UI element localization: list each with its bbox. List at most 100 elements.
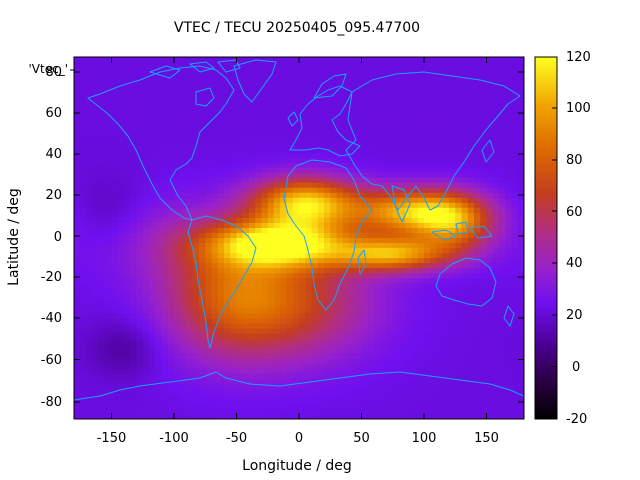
heatmap-cell (417, 112, 425, 118)
heatmap-cell (436, 92, 444, 98)
heatmap-cell (467, 172, 475, 179)
heatmap-cell (236, 303, 244, 309)
heatmap-cell (430, 202, 438, 209)
heatmap-cell (205, 227, 213, 234)
heatmap-cell (417, 87, 425, 93)
heatmap-cell (224, 243, 231, 249)
heatmap-cell (174, 278, 181, 284)
heatmap-cell (205, 308, 213, 315)
heatmap-cell (86, 102, 94, 108)
heatmap-cell (505, 67, 513, 73)
heatmap-cell (436, 87, 444, 93)
heatmap-cell (336, 67, 344, 73)
heatmap-cell (155, 398, 163, 405)
heatmap-cell (405, 187, 413, 194)
heatmap-cell (217, 263, 225, 269)
heatmap-cell (486, 298, 494, 304)
heatmap-cell (517, 273, 524, 279)
heatmap-cell (99, 243, 106, 249)
heatmap-cell (192, 313, 200, 320)
heatmap-cell (336, 177, 344, 184)
heatmap-cell (499, 177, 506, 184)
heatmap-cell (349, 338, 356, 345)
heatmap-cell (317, 398, 325, 405)
heatmap-cell (517, 313, 524, 320)
heatmap-cell (230, 77, 238, 83)
heatmap-cell (224, 212, 231, 219)
heatmap-cell (99, 132, 106, 139)
heatmap-cell (399, 313, 406, 320)
heatmap-cell (255, 162, 263, 169)
heatmap-cell (505, 172, 513, 179)
heatmap-cell (324, 132, 331, 139)
heatmap-cell (405, 388, 413, 395)
heatmap-cell (155, 77, 163, 83)
heatmap-cell (311, 318, 319, 325)
heatmap-cell (186, 67, 194, 73)
heatmap-cell (249, 238, 256, 244)
heatmap-cell (455, 152, 463, 159)
heatmap-cell (486, 318, 494, 325)
heatmap-cell (461, 212, 469, 219)
heatmap-cell (74, 127, 81, 134)
heatmap-cell (224, 72, 231, 78)
heatmap-cell (80, 363, 88, 370)
heatmap-cell (492, 117, 500, 123)
heatmap-cell (255, 323, 263, 330)
heatmap-cell (174, 62, 181, 68)
heatmap-cell (280, 82, 288, 88)
heatmap-cell (380, 142, 388, 149)
heatmap-cell (130, 268, 138, 274)
heatmap-cell (136, 383, 144, 390)
heatmap-cell (467, 338, 475, 345)
heatmap-cell (280, 232, 288, 239)
heatmap-cell (367, 117, 375, 123)
heatmap-cell (205, 383, 213, 390)
heatmap-cell (186, 393, 194, 400)
heatmap-cell (480, 172, 488, 179)
heatmap-cell (211, 132, 219, 139)
heatmap-cell (392, 323, 400, 330)
heatmap-cell (99, 348, 106, 355)
heatmap-cell (255, 67, 263, 73)
heatmap-cell (192, 57, 200, 63)
heatmap-cell (386, 187, 394, 194)
heatmap-cell (417, 283, 425, 289)
heatmap-cell (480, 102, 488, 108)
heatmap-cell (117, 102, 125, 108)
heatmap-cell (236, 298, 244, 304)
heatmap-cell (142, 107, 150, 113)
heatmap-cell (386, 253, 394, 259)
heatmap-cell (86, 283, 94, 289)
heatmap-cell (430, 353, 438, 360)
heatmap-cell (230, 338, 238, 345)
heatmap-cell (349, 343, 356, 350)
heatmap-cell (261, 87, 269, 93)
heatmap-cell (86, 238, 94, 244)
heatmap-cell (392, 227, 400, 234)
heatmap-cell (474, 62, 481, 68)
heatmap-cell (374, 358, 381, 365)
heatmap-cell (249, 403, 256, 410)
heatmap-cell (386, 217, 394, 224)
heatmap-cell (361, 67, 369, 73)
heatmap-cell (367, 192, 375, 199)
heatmap-cell (411, 273, 419, 279)
heatmap-cell (86, 328, 94, 335)
heatmap-cell (442, 348, 450, 355)
heatmap-cell (405, 238, 413, 244)
heatmap-cell (355, 278, 363, 284)
heatmap-cell (355, 393, 363, 400)
heatmap-cell (361, 313, 369, 320)
heatmap-cell (80, 248, 88, 254)
heatmap-cell (211, 127, 219, 134)
heatmap-cell (74, 112, 81, 118)
heatmap-cell (242, 363, 250, 370)
heatmap-cell (411, 393, 419, 400)
heatmap-cell (299, 152, 306, 159)
heatmap-cell (274, 162, 281, 169)
heatmap-cell (249, 263, 256, 269)
heatmap-cell (411, 142, 419, 149)
heatmap-cell (411, 152, 419, 159)
heatmap-cell (442, 82, 450, 88)
